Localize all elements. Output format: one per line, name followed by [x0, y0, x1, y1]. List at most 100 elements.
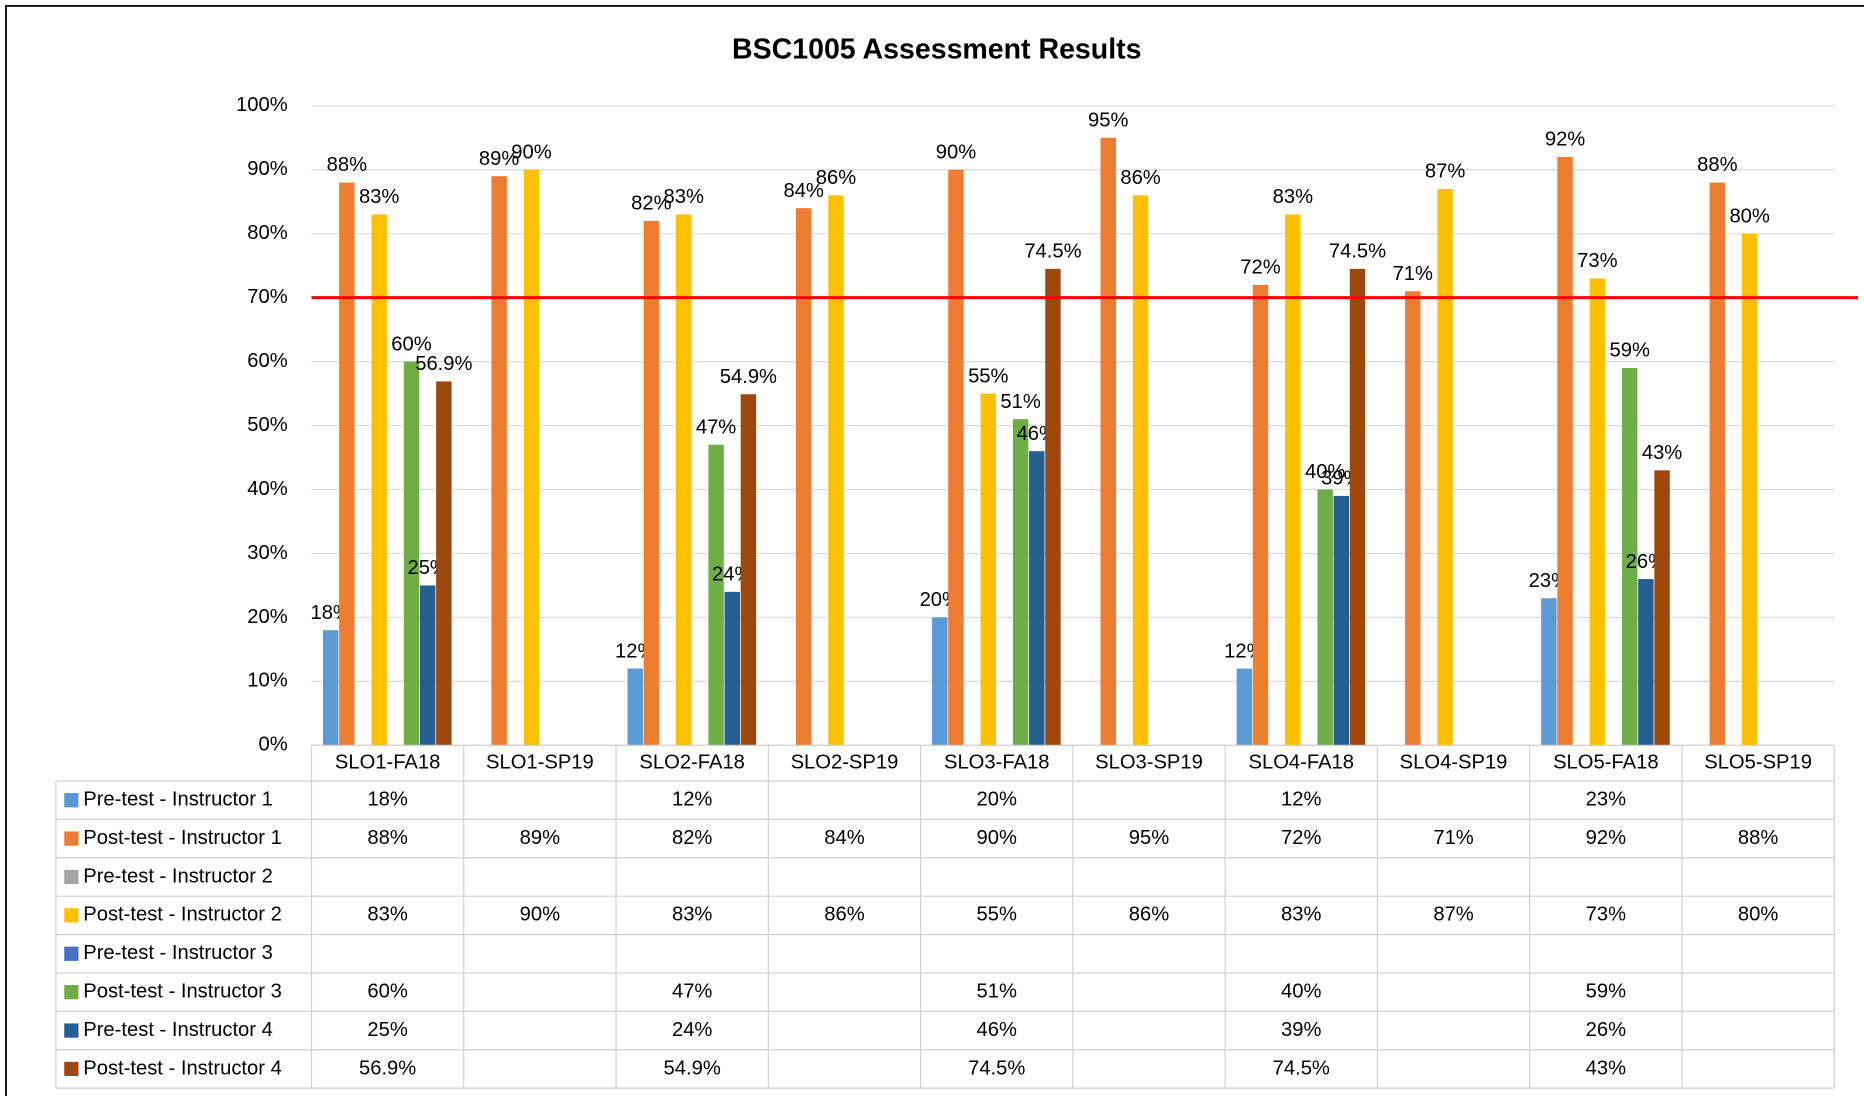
data-label: 43% — [1642, 442, 1682, 464]
chart-title: BSC1005 Assessment Results — [732, 34, 1141, 66]
data-label: 83% — [1273, 186, 1313, 208]
data-label: 82% — [631, 193, 671, 215]
data-label: 83% — [359, 186, 399, 208]
bar — [1557, 156, 1573, 746]
table-cell: 18% — [367, 789, 407, 811]
table-cell: 92% — [1586, 827, 1626, 849]
y-tick-label: 40% — [247, 478, 287, 500]
data-label: 55% — [968, 365, 1008, 387]
data-label: 87% — [1425, 161, 1465, 183]
y-tick-label: 50% — [247, 414, 287, 436]
bar — [948, 169, 964, 746]
legend-key — [64, 793, 79, 808]
table-cell: 56.9% — [359, 1057, 416, 1079]
table-cell: 83% — [672, 904, 712, 926]
data-label: 88% — [327, 154, 367, 176]
bar — [1029, 451, 1045, 746]
table-cell: 88% — [1738, 827, 1778, 849]
bar — [1317, 489, 1333, 746]
data-label: 59% — [1610, 340, 1650, 362]
x-tick-label: SLO3-FA18 — [944, 752, 1049, 774]
data-label: 89% — [479, 148, 519, 170]
bar — [828, 195, 844, 746]
bar — [1252, 284, 1269, 746]
bar — [932, 617, 948, 746]
bar — [1589, 278, 1606, 746]
x-tick-label: SLO5-FA18 — [1553, 752, 1658, 774]
table-cell: 86% — [824, 904, 864, 926]
table-cell: 74.5% — [1273, 1057, 1330, 1079]
bar — [724, 591, 740, 746]
bar — [491, 176, 507, 746]
bar — [795, 208, 812, 746]
legend-key — [64, 1023, 79, 1038]
data-label: 95% — [1088, 109, 1128, 131]
bar — [1709, 182, 1726, 746]
table-cell: 40% — [1281, 981, 1321, 1003]
data-label: 72% — [1240, 257, 1280, 279]
legend-label: Pre-test - Instructor 1 — [83, 789, 273, 811]
bar — [1285, 214, 1301, 746]
bar — [1012, 419, 1029, 746]
table-cell: 89% — [520, 827, 560, 849]
bar — [403, 361, 420, 746]
bar — [980, 393, 997, 746]
data-label: 73% — [1577, 250, 1617, 272]
data-label: 84% — [783, 180, 823, 202]
table-cell: 90% — [977, 827, 1017, 849]
table-cell: 80% — [1738, 904, 1778, 926]
bar — [1045, 268, 1061, 746]
data-label: 60% — [391, 333, 431, 355]
table-cell: 23% — [1586, 789, 1626, 811]
table-cell: 86% — [1129, 904, 1169, 926]
data-label: 47% — [696, 416, 736, 438]
table-cell: 12% — [1281, 789, 1321, 811]
y-tick-label: 10% — [247, 670, 287, 692]
x-tick-label: SLO1-SP19 — [486, 752, 594, 774]
x-tick-label: SLO4-SP19 — [1400, 752, 1508, 774]
legend-label: Post-test - Instructor 3 — [83, 981, 282, 1003]
bar — [1741, 233, 1758, 746]
legend-label: Pre-test - Instructor 4 — [83, 1019, 273, 1041]
legend-key — [64, 869, 79, 885]
legend-label: Pre-test - Instructor 3 — [83, 942, 273, 964]
data-label: 88% — [1697, 154, 1737, 176]
table-cell: 82% — [672, 827, 712, 849]
table-cell: 59% — [1586, 981, 1626, 1003]
data-label: 56.9% — [415, 353, 472, 375]
table-cell: 12% — [672, 789, 712, 811]
y-tick-label: 0% — [259, 734, 288, 756]
bar — [1654, 470, 1670, 746]
data-label: 86% — [1120, 167, 1160, 189]
bar — [643, 220, 660, 746]
data-label: 71% — [1393, 263, 1433, 285]
data-label: 54.9% — [720, 366, 777, 388]
bar — [1437, 188, 1453, 746]
table-cell: 84% — [824, 827, 864, 849]
x-tick-label: SLO4-FA18 — [1249, 752, 1354, 774]
data-label: 90% — [936, 141, 976, 163]
data-label: 86% — [816, 167, 856, 189]
legend-label: Pre-test - Instructor 2 — [83, 865, 273, 887]
y-tick-label: 100% — [236, 94, 288, 116]
table-cell: 54.9% — [664, 1057, 721, 1079]
bar — [1236, 668, 1253, 746]
bar — [708, 444, 724, 746]
table-cell: 87% — [1433, 904, 1473, 926]
legend-label: Post-test - Instructor 4 — [83, 1057, 282, 1079]
table-cell: 60% — [367, 981, 407, 1003]
data-label: 90% — [511, 141, 551, 163]
bar — [371, 214, 387, 746]
bar — [1100, 137, 1116, 746]
y-tick-label: 30% — [247, 542, 287, 564]
x-tick-label: SLO5-SP19 — [1704, 752, 1812, 774]
table-cell: 20% — [977, 789, 1017, 811]
table-cell: 25% — [367, 1019, 407, 1041]
table-cell: 90% — [520, 904, 560, 926]
table-cell: 47% — [672, 981, 712, 1003]
table-cell: 55% — [977, 904, 1017, 926]
y-tick-label: 20% — [247, 606, 287, 628]
bar — [1405, 291, 1421, 746]
legend-label: Post-test - Instructor 1 — [83, 827, 282, 849]
